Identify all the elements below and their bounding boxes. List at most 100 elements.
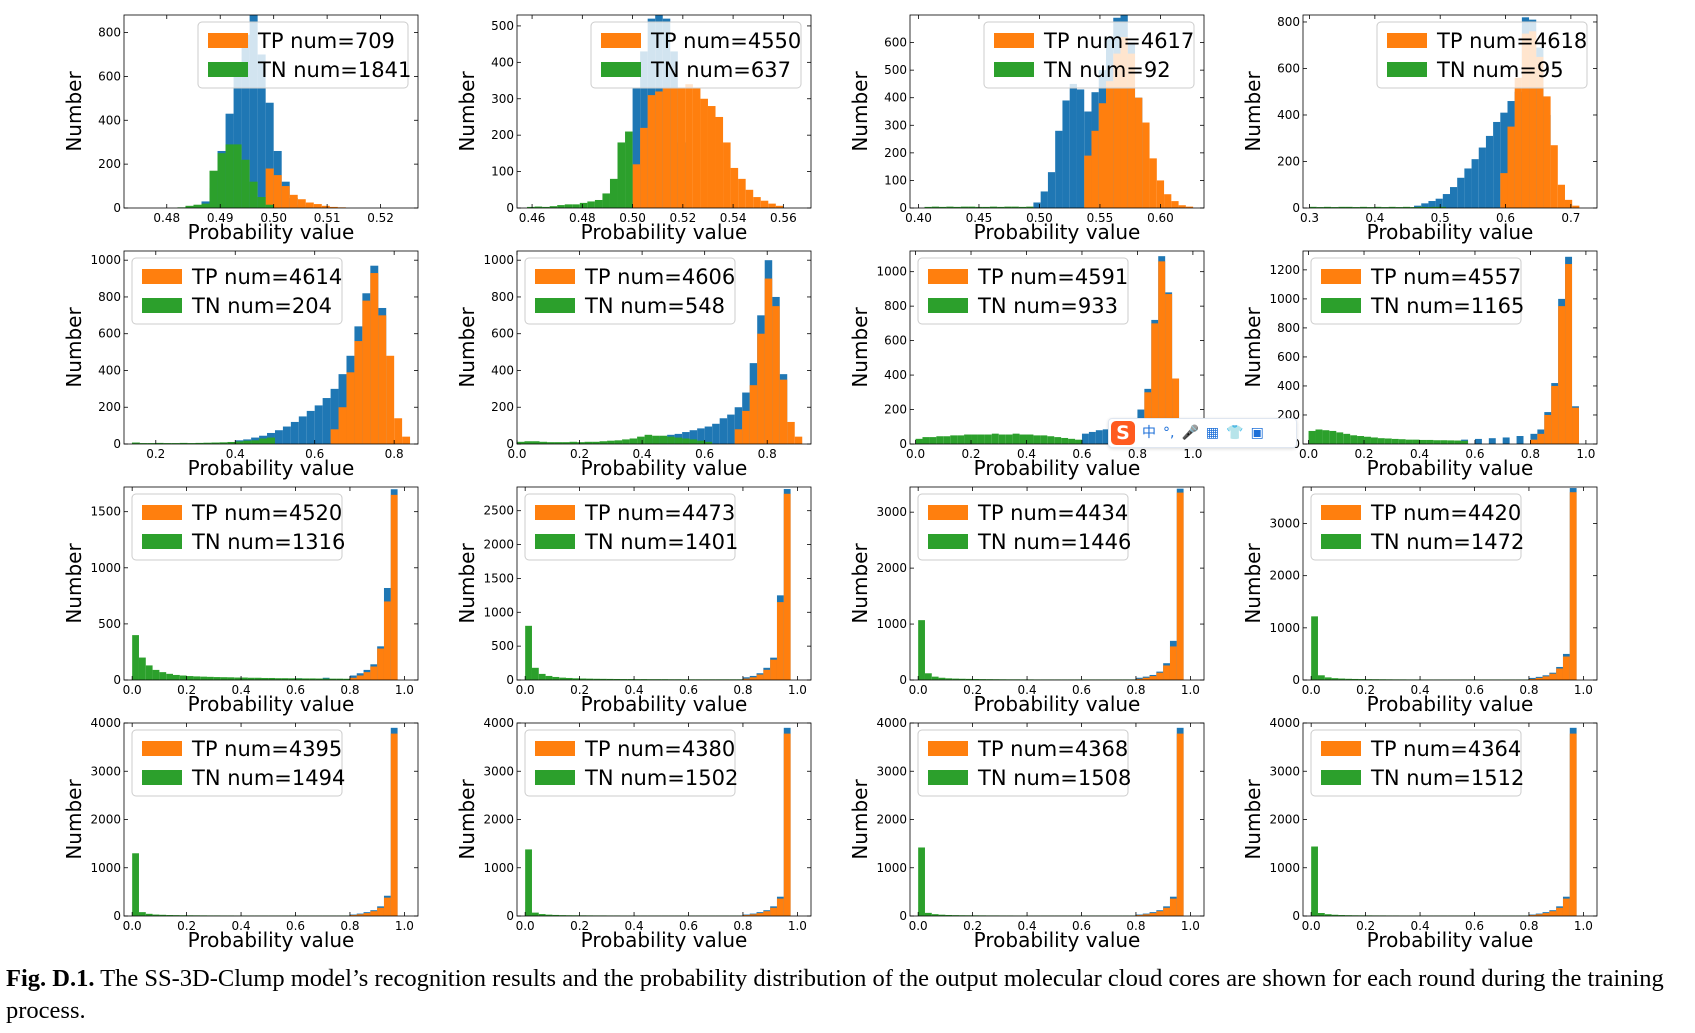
y-tick-label: 800 (884, 299, 907, 313)
tn-bar (187, 443, 196, 444)
tp-legend-swatch (535, 741, 575, 756)
tp-bar (390, 733, 398, 916)
y-tick-label: 1000 (1269, 861, 1300, 875)
all-cores-bar (249, 15, 258, 208)
legend-box (1376, 21, 1588, 89)
y-tick-label: 3000 (1269, 517, 1300, 531)
tn-legend-swatch (535, 298, 575, 313)
tp-bar (349, 677, 357, 680)
tp-bar (1549, 911, 1557, 916)
tn-bar (1308, 430, 1316, 444)
tp-legend-label: TP num=4550 (650, 29, 801, 53)
tn-bar (552, 676, 560, 680)
ime-punctuation-button[interactable]: °, (1163, 425, 1175, 441)
tp-bar (321, 205, 330, 208)
y-axis-label: Number (455, 543, 479, 624)
tn-bar (207, 676, 214, 680)
tn-bar (629, 438, 638, 444)
tn-bar (922, 437, 930, 444)
tp-legend-swatch (1321, 269, 1361, 284)
tp-bar (1156, 180, 1165, 208)
histogram-panel: 0.0 0.2 0.4 0.6 0.8 1.0 0 500 1000 1500 Probabilit… (0, 472, 419, 716)
tn-bar (1454, 440, 1462, 444)
all-cores-bar (682, 432, 690, 444)
tn-bar (517, 441, 525, 444)
tp-bar (1514, 77, 1522, 208)
tn-bar (991, 433, 999, 444)
skin-shirt-icon[interactable]: 👕 (1226, 425, 1244, 441)
tp-bar (1550, 145, 1558, 208)
y-tick-label: 1000 (1269, 621, 1300, 635)
tn-bar (945, 914, 953, 916)
x-tick-label: 0.4 (232, 683, 251, 697)
tn-bar (953, 206, 961, 208)
all-cores-bar (1414, 205, 1422, 208)
tp-legend-label: TP num=4434 (977, 501, 1128, 525)
histogram-panel: 0.48 0.49 0.50 0.51 0.52 0 200 400 600 800 Probabi… (0, 0, 419, 244)
sogou-logo-icon[interactable]: S (1111, 421, 1135, 445)
all-cores-bar (1457, 177, 1465, 208)
tn-bar (607, 440, 615, 444)
all-cores-bar (1488, 438, 1496, 444)
plot-frame (1302, 250, 1598, 445)
tn-bar (979, 679, 987, 680)
y-tick-label: 500 (491, 19, 514, 33)
tp-legend-swatch (142, 505, 182, 520)
tn-legend-label: TN num=933 (977, 294, 1118, 318)
plot-frame (123, 14, 419, 209)
legend: TP num=4434 TN num=1446 (917, 493, 1131, 561)
tp-bar (1564, 199, 1573, 208)
y-axis-label: Number (1241, 307, 1265, 388)
x-tick-label: 0.2 (177, 683, 196, 697)
figure-caption: Fig. D.1. The SS-3D-Clump model’s recogn… (6, 963, 1691, 1027)
tn-bar (647, 679, 655, 680)
tp-bar (1543, 96, 1551, 208)
tn-bar (1075, 439, 1082, 444)
tp-legend-swatch (928, 741, 968, 756)
tn-bar (644, 434, 653, 444)
y-tick-label: 2000 (1269, 813, 1300, 827)
tn-legend-swatch (601, 62, 641, 77)
tp-bar (1156, 911, 1164, 916)
histogram-svg: 0.0 0.2 0.4 0.6 0.8 1.0 0 500 1000 1500 Probabilit… (62, 486, 419, 716)
x-tick-label: 0.2 (963, 683, 982, 697)
all-cores-bar (1040, 191, 1048, 208)
histogram-panel: 0.00.20.40.60.81.0020040060080010001200P… (1179, 236, 1598, 480)
microphone-icon[interactable]: 🎤 (1181, 425, 1199, 441)
tn-bar (152, 914, 160, 916)
toolbox-grid-icon[interactable]: ▣ (1250, 425, 1264, 441)
y-axis-label: Number (848, 307, 872, 388)
tn-bar (986, 679, 994, 680)
tn-bar (243, 440, 252, 444)
tp-bar (1521, 33, 1530, 208)
tp-bar (1176, 492, 1184, 680)
keyboard-icon[interactable]: ▦ (1205, 425, 1220, 441)
all-cores-bar (1033, 202, 1041, 208)
ime-toolbar[interactable]: S 中 °, 🎤 ▦ 👕 ▣ (1108, 418, 1297, 448)
x-axis-label: Probability value (581, 692, 748, 716)
y-tick-label: 100 (491, 165, 514, 179)
histogram-svg: 0.0 0.2 0.4 0.6 0.8 1.0 0 1000 2000 3000 Probabili… (1241, 486, 1598, 716)
tn-legend-label: TN num=1401 (584, 530, 738, 554)
histogram-svg: 0.0 0.2 0.4 0.6 0.8 1.0 0 1000 2000 3000 4000 Proba… (1241, 716, 1598, 952)
tn-bar (637, 436, 645, 444)
tn-bar (145, 665, 153, 680)
y-tick-label: 0 (506, 909, 514, 923)
tn-legend-label: TN num=1316 (191, 530, 345, 554)
y-tick-label: 0 (899, 201, 907, 215)
legend: TP num=4420 TN num=1472 (1310, 493, 1524, 561)
tn-bar (634, 679, 641, 680)
tp-bar (783, 733, 791, 916)
tp-bar (1549, 673, 1557, 680)
x-tick-label: 0.4 (1017, 447, 1036, 461)
tn-bar (186, 676, 194, 680)
tn-bar (554, 442, 563, 444)
tn-bar (1019, 434, 1027, 444)
ime-chinese-mode-button[interactable]: 中 (1142, 425, 1156, 441)
tn-bar (998, 434, 1006, 444)
tn-bar (950, 435, 958, 444)
tn-bar (627, 679, 635, 680)
tp-bar (338, 407, 347, 444)
tn-bar (572, 678, 580, 680)
tp-bar (1163, 907, 1170, 916)
